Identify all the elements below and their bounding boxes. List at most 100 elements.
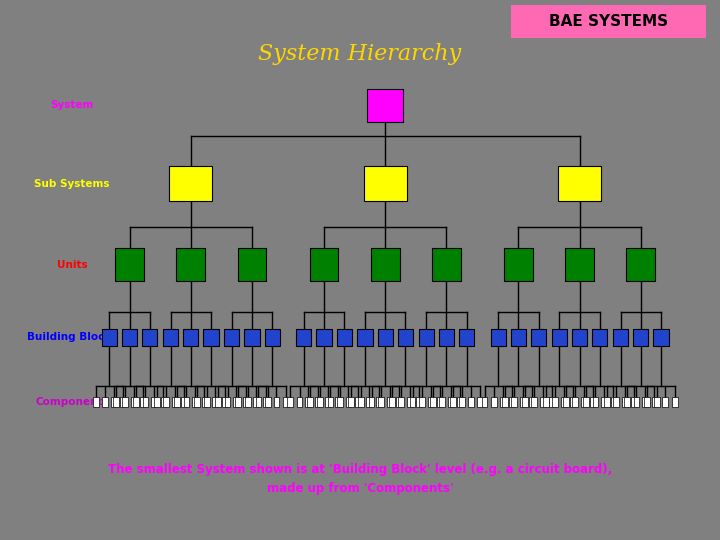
Bar [181,397,187,407]
Bar [283,397,289,407]
Bar [265,329,280,346]
Bar [634,329,649,346]
Bar [457,397,463,407]
Bar [154,397,160,407]
Bar [176,248,205,281]
Bar [215,397,221,407]
Bar [355,397,361,407]
Bar [389,397,395,407]
Bar [491,397,497,407]
Bar [613,329,628,346]
Bar [194,397,200,407]
Bar [111,397,117,407]
Bar [511,5,706,38]
Bar [565,248,594,281]
Bar [120,397,126,407]
Bar [468,397,474,407]
Bar [169,166,212,201]
Bar [325,397,331,407]
Bar [143,397,148,407]
Bar [654,329,669,346]
Bar [163,397,169,407]
Bar [212,397,218,407]
Bar [430,397,436,407]
Bar [317,397,323,407]
Bar [540,397,546,407]
Bar [263,397,269,407]
Bar [522,397,528,407]
Text: The smallest System shown is at 'Building Block' level (e.g. a circuit board),: The smallest System shown is at 'Buildin… [108,463,612,476]
Bar [611,397,616,407]
Bar [459,397,465,407]
Bar [552,329,567,346]
Bar [593,397,598,407]
Bar [317,329,331,346]
Bar [305,397,311,407]
Bar [572,397,578,407]
Bar [161,397,166,407]
Bar [274,397,279,407]
Bar [93,397,99,407]
Bar [626,248,655,281]
Bar [570,397,576,407]
Bar [416,397,422,407]
Bar [297,329,311,346]
Bar [642,397,648,407]
Bar [644,397,650,407]
Bar [174,397,180,407]
Bar [504,248,533,281]
Bar [245,397,251,407]
Bar [448,397,454,407]
Bar [358,329,373,346]
Bar [432,248,461,281]
Bar [204,397,210,407]
Bar [511,397,517,407]
Bar [634,397,639,407]
Bar [225,329,239,346]
Bar [265,397,271,407]
Bar [572,329,588,346]
Bar [561,397,567,407]
Bar [233,397,239,407]
Bar [151,397,157,407]
Bar [439,329,454,346]
Bar [613,397,619,407]
Bar [378,397,384,407]
Bar [337,397,343,407]
Bar [310,248,338,281]
Bar [511,329,526,346]
Bar [529,397,535,407]
Bar [531,329,546,346]
Bar [624,397,630,407]
Bar [315,397,320,407]
Bar [140,397,146,407]
Bar [204,329,219,346]
Bar [256,397,261,407]
Bar [590,397,596,407]
Bar [398,329,413,346]
Bar [346,397,351,407]
Bar [102,397,108,407]
Bar [604,397,610,407]
Bar [133,397,139,407]
Bar [601,397,607,407]
Bar [225,397,230,407]
Bar [583,397,589,407]
Bar [113,397,119,407]
Bar [369,397,374,407]
Bar [235,397,241,407]
Bar [131,397,137,407]
Bar [419,329,433,346]
Bar [410,397,415,407]
Bar [563,397,569,407]
Bar [622,397,628,407]
Bar [531,397,537,407]
Bar [335,397,341,407]
Text: made up from 'Components': made up from 'Components' [266,482,454,495]
Bar [398,397,404,407]
Bar [238,248,266,281]
Bar [287,397,293,407]
Bar [172,397,178,407]
Bar [376,397,382,407]
Bar [654,397,660,407]
